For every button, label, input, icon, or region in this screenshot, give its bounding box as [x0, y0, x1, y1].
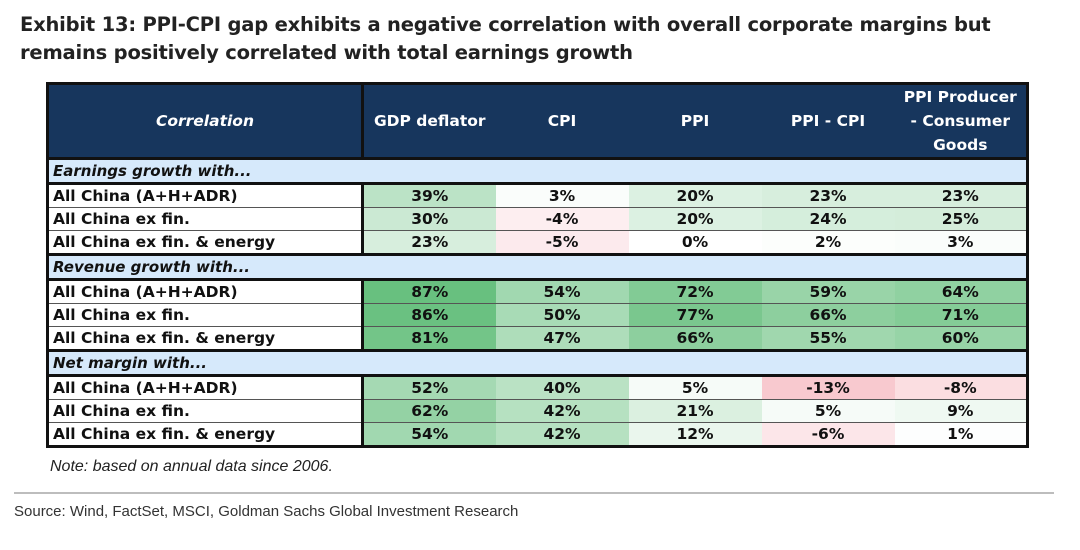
source-line: Source: Wind, FactSet, MSCI, Goldman Sac… — [14, 503, 519, 520]
value-cell: 2% — [761, 230, 895, 255]
table-row: All China (A+H+ADR) 87% 54% 72% 59% 64% — [47, 279, 1028, 304]
table-row: All China ex fin. 86% 50% 77% 66% 71% — [47, 303, 1028, 327]
section-label: Earnings growth with... — [47, 157, 1028, 185]
value-cell: 5% — [761, 399, 895, 423]
table-note: Note: based on annual data since 2006. — [50, 458, 333, 475]
value-cell: 42% — [495, 399, 629, 423]
value-cell: -5% — [495, 230, 629, 255]
table-row: All China ex fin. & energy 81% 47% 66% 55% 60… — [47, 326, 1028, 351]
header-ppi-minus-cpi: PPI - CPI — [761, 83, 895, 159]
value-cell: 66% — [761, 303, 895, 327]
header-ppi-producer-consumer-goods: PPI Producer - Consumer Goods — [894, 83, 1028, 159]
row-label: All China (A+H+ADR) — [47, 183, 364, 208]
value-cell: 3% — [495, 183, 629, 208]
value-cell: 86% — [362, 303, 496, 327]
table-row: All China ex fin. 30% -4% 20% 24% 25% — [47, 207, 1028, 231]
value-cell: 20% — [628, 207, 762, 231]
value-cell: -13% — [761, 375, 895, 400]
value-cell: 30% — [362, 207, 496, 231]
value-cell: 55% — [761, 326, 895, 351]
row-label: All China ex fin. & energy — [47, 326, 364, 351]
value-cell: 9% — [894, 399, 1028, 423]
value-cell: 42% — [495, 422, 629, 447]
row-label: All China ex fin. & energy — [47, 230, 364, 255]
value-cell: 87% — [362, 279, 496, 304]
table-row: All China (A+H+ADR) 39% 3% 20% 23% 23% — [47, 183, 1028, 208]
exhibit-title: Exhibit 13: PPI-CPI gap exhibits a negat… — [20, 13, 991, 64]
value-cell: 24% — [761, 207, 895, 231]
value-cell: 40% — [495, 375, 629, 400]
header-cpi: CPI — [495, 83, 629, 159]
table-header-row: Correlation GDP deflator CPI PPI PPI - C… — [47, 83, 1028, 159]
row-label: All China (A+H+ADR) — [47, 279, 364, 304]
value-cell: 66% — [628, 326, 762, 351]
row-label: All China (A+H+ADR) — [47, 375, 364, 400]
value-cell: 54% — [495, 279, 629, 304]
value-cell: 21% — [628, 399, 762, 423]
row-label: All China ex fin. — [47, 399, 364, 423]
value-cell: 54% — [362, 422, 496, 447]
value-cell: 3% — [894, 230, 1028, 255]
value-cell: 39% — [362, 183, 496, 208]
value-cell: 47% — [495, 326, 629, 351]
value-cell: 81% — [362, 326, 496, 351]
table-row: All China ex fin. 62% 42% 21% 5% 9% — [47, 399, 1028, 423]
header-ppi: PPI — [628, 83, 762, 159]
row-label: All China ex fin. & energy — [47, 422, 364, 447]
value-cell: 59% — [761, 279, 895, 304]
value-cell: 25% — [894, 207, 1028, 231]
value-cell: 72% — [628, 279, 762, 304]
row-label: All China ex fin. — [47, 207, 364, 231]
section-row: Net margin with... — [47, 349, 1028, 377]
value-cell: -6% — [761, 422, 895, 447]
table-body: Earnings growth with... All China (A+H+AD… — [47, 157, 1028, 447]
table-row: All China (A+H+ADR) 52% 40% 5% -13% -8% — [47, 375, 1028, 400]
value-cell: 77% — [628, 303, 762, 327]
header-correlation: Correlation — [47, 83, 364, 159]
value-cell: -8% — [894, 375, 1028, 400]
section-row: Earnings growth with... — [47, 157, 1028, 185]
value-cell: 71% — [894, 303, 1028, 327]
value-cell: 23% — [761, 183, 895, 208]
header-gdp-deflator: GDP deflator — [362, 83, 496, 159]
value-cell: 64% — [894, 279, 1028, 304]
value-cell: 1% — [894, 422, 1028, 447]
value-cell: 23% — [894, 183, 1028, 208]
section-label: Revenue growth with... — [47, 253, 1028, 281]
value-cell: 52% — [362, 375, 496, 400]
section-label: Net margin with... — [47, 349, 1028, 377]
table-row: All China ex fin. & energy 54% 42% 12% -6% 1% — [47, 422, 1028, 447]
divider — [14, 492, 1054, 494]
section-row: Revenue growth with... — [47, 253, 1028, 281]
value-cell: 20% — [628, 183, 762, 208]
value-cell: 0% — [628, 230, 762, 255]
row-label: All China ex fin. — [47, 303, 364, 327]
value-cell: 23% — [362, 230, 496, 255]
value-cell: 62% — [362, 399, 496, 423]
correlation-table: Correlation GDP deflator CPI PPI PPI - C… — [46, 82, 1029, 448]
value-cell: 60% — [894, 326, 1028, 351]
value-cell: 5% — [628, 375, 762, 400]
value-cell: -4% — [495, 207, 629, 231]
correlation-table-container: Correlation GDP deflator CPI PPI PPI - C… — [46, 82, 1029, 448]
table-row: All China ex fin. & energy 23% -5% 0% 2% 3% — [47, 230, 1028, 255]
value-cell: 12% — [628, 422, 762, 447]
value-cell: 50% — [495, 303, 629, 327]
